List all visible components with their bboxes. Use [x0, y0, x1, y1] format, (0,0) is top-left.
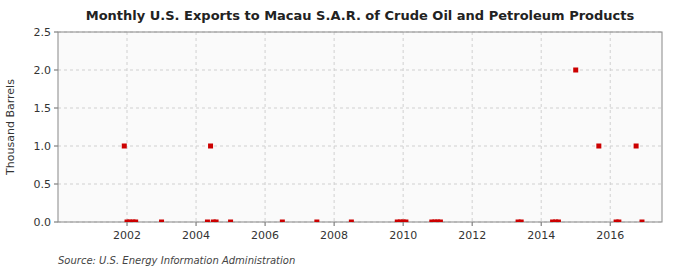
tick-mark	[196, 222, 197, 226]
tick-mark	[54, 32, 58, 33]
point	[228, 220, 233, 223]
tick-mark	[334, 222, 335, 226]
tick-label: 2014	[527, 229, 555, 242]
tick-label: 2.0	[34, 64, 52, 77]
tick-label: 2016	[596, 229, 624, 242]
tick-mark	[127, 222, 128, 226]
grid-line	[58, 70, 662, 71]
grid-line	[541, 32, 542, 222]
point	[214, 220, 219, 223]
tick-label: 2002	[113, 229, 141, 242]
tick-label: 2010	[389, 229, 417, 242]
tick-label: 1.0	[34, 140, 52, 153]
tick-mark	[54, 108, 58, 109]
plot-frame	[58, 32, 662, 222]
point	[208, 144, 213, 149]
tick-label: 2008	[320, 229, 348, 242]
title: Monthly U.S. Exports to Macau S.A.R. of …	[86, 8, 635, 23]
point	[556, 220, 561, 223]
point	[438, 220, 443, 223]
points	[122, 68, 645, 223]
point	[349, 220, 354, 223]
tick-label: 1.5	[34, 102, 52, 115]
point	[280, 220, 285, 223]
plot-area	[58, 32, 662, 222]
point	[639, 220, 644, 223]
point	[159, 220, 164, 223]
grid-line	[127, 32, 128, 222]
point	[314, 220, 319, 223]
point	[403, 220, 408, 223]
point	[634, 144, 639, 149]
tick-mark	[403, 222, 404, 226]
tick-label: 0.5	[34, 178, 52, 191]
tick-mark	[54, 184, 58, 185]
tick-mark	[54, 70, 58, 71]
point	[616, 220, 621, 223]
tick-mark	[54, 222, 58, 223]
point	[122, 144, 127, 149]
point	[596, 144, 601, 149]
axis-label: Thousand Barrels	[4, 79, 17, 176]
grid-line	[58, 108, 662, 109]
grid-line	[334, 32, 335, 222]
source-note: Source: U.S. Energy Information Administ…	[58, 255, 295, 266]
grid-line	[265, 32, 266, 222]
tick-mark	[472, 222, 473, 226]
point	[573, 68, 578, 73]
tick-mark	[610, 222, 611, 226]
tick-label: 2004	[182, 229, 210, 242]
grid-line	[403, 32, 404, 222]
tick-label: 0.0	[34, 216, 52, 229]
tick-label: 2012	[458, 229, 486, 242]
tick-label: 2.5	[34, 26, 52, 39]
point	[519, 220, 524, 223]
point	[205, 220, 210, 223]
grid-line	[196, 32, 197, 222]
point	[133, 220, 138, 223]
tick-mark	[265, 222, 266, 226]
grid-line	[472, 32, 473, 222]
tick-mark	[541, 222, 542, 226]
tick-mark	[54, 146, 58, 147]
grid-line	[58, 146, 662, 147]
grid-line	[58, 184, 662, 185]
tick-label: 2006	[251, 229, 279, 242]
chart: 0.0 0.5 1.0 1.5 2.0 2.5 2002 2004 2006 2008 2010 20…	[0, 0, 675, 275]
grid-line	[610, 32, 611, 222]
